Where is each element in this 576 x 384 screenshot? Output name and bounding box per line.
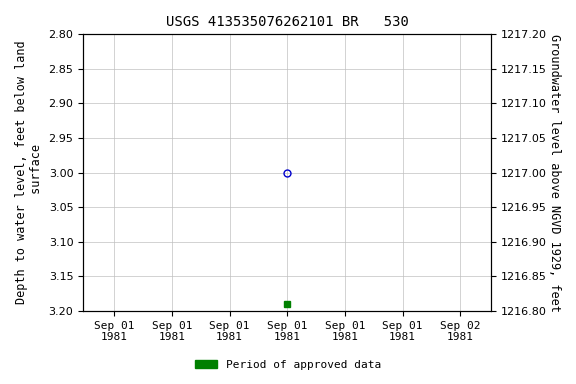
Y-axis label: Depth to water level, feet below land
 surface: Depth to water level, feet below land su… (15, 41, 43, 305)
Legend: Period of approved data: Period of approved data (191, 356, 385, 375)
Y-axis label: Groundwater level above NGVD 1929, feet: Groundwater level above NGVD 1929, feet (548, 34, 561, 311)
Title: USGS 413535076262101 BR   530: USGS 413535076262101 BR 530 (166, 15, 409, 29)
